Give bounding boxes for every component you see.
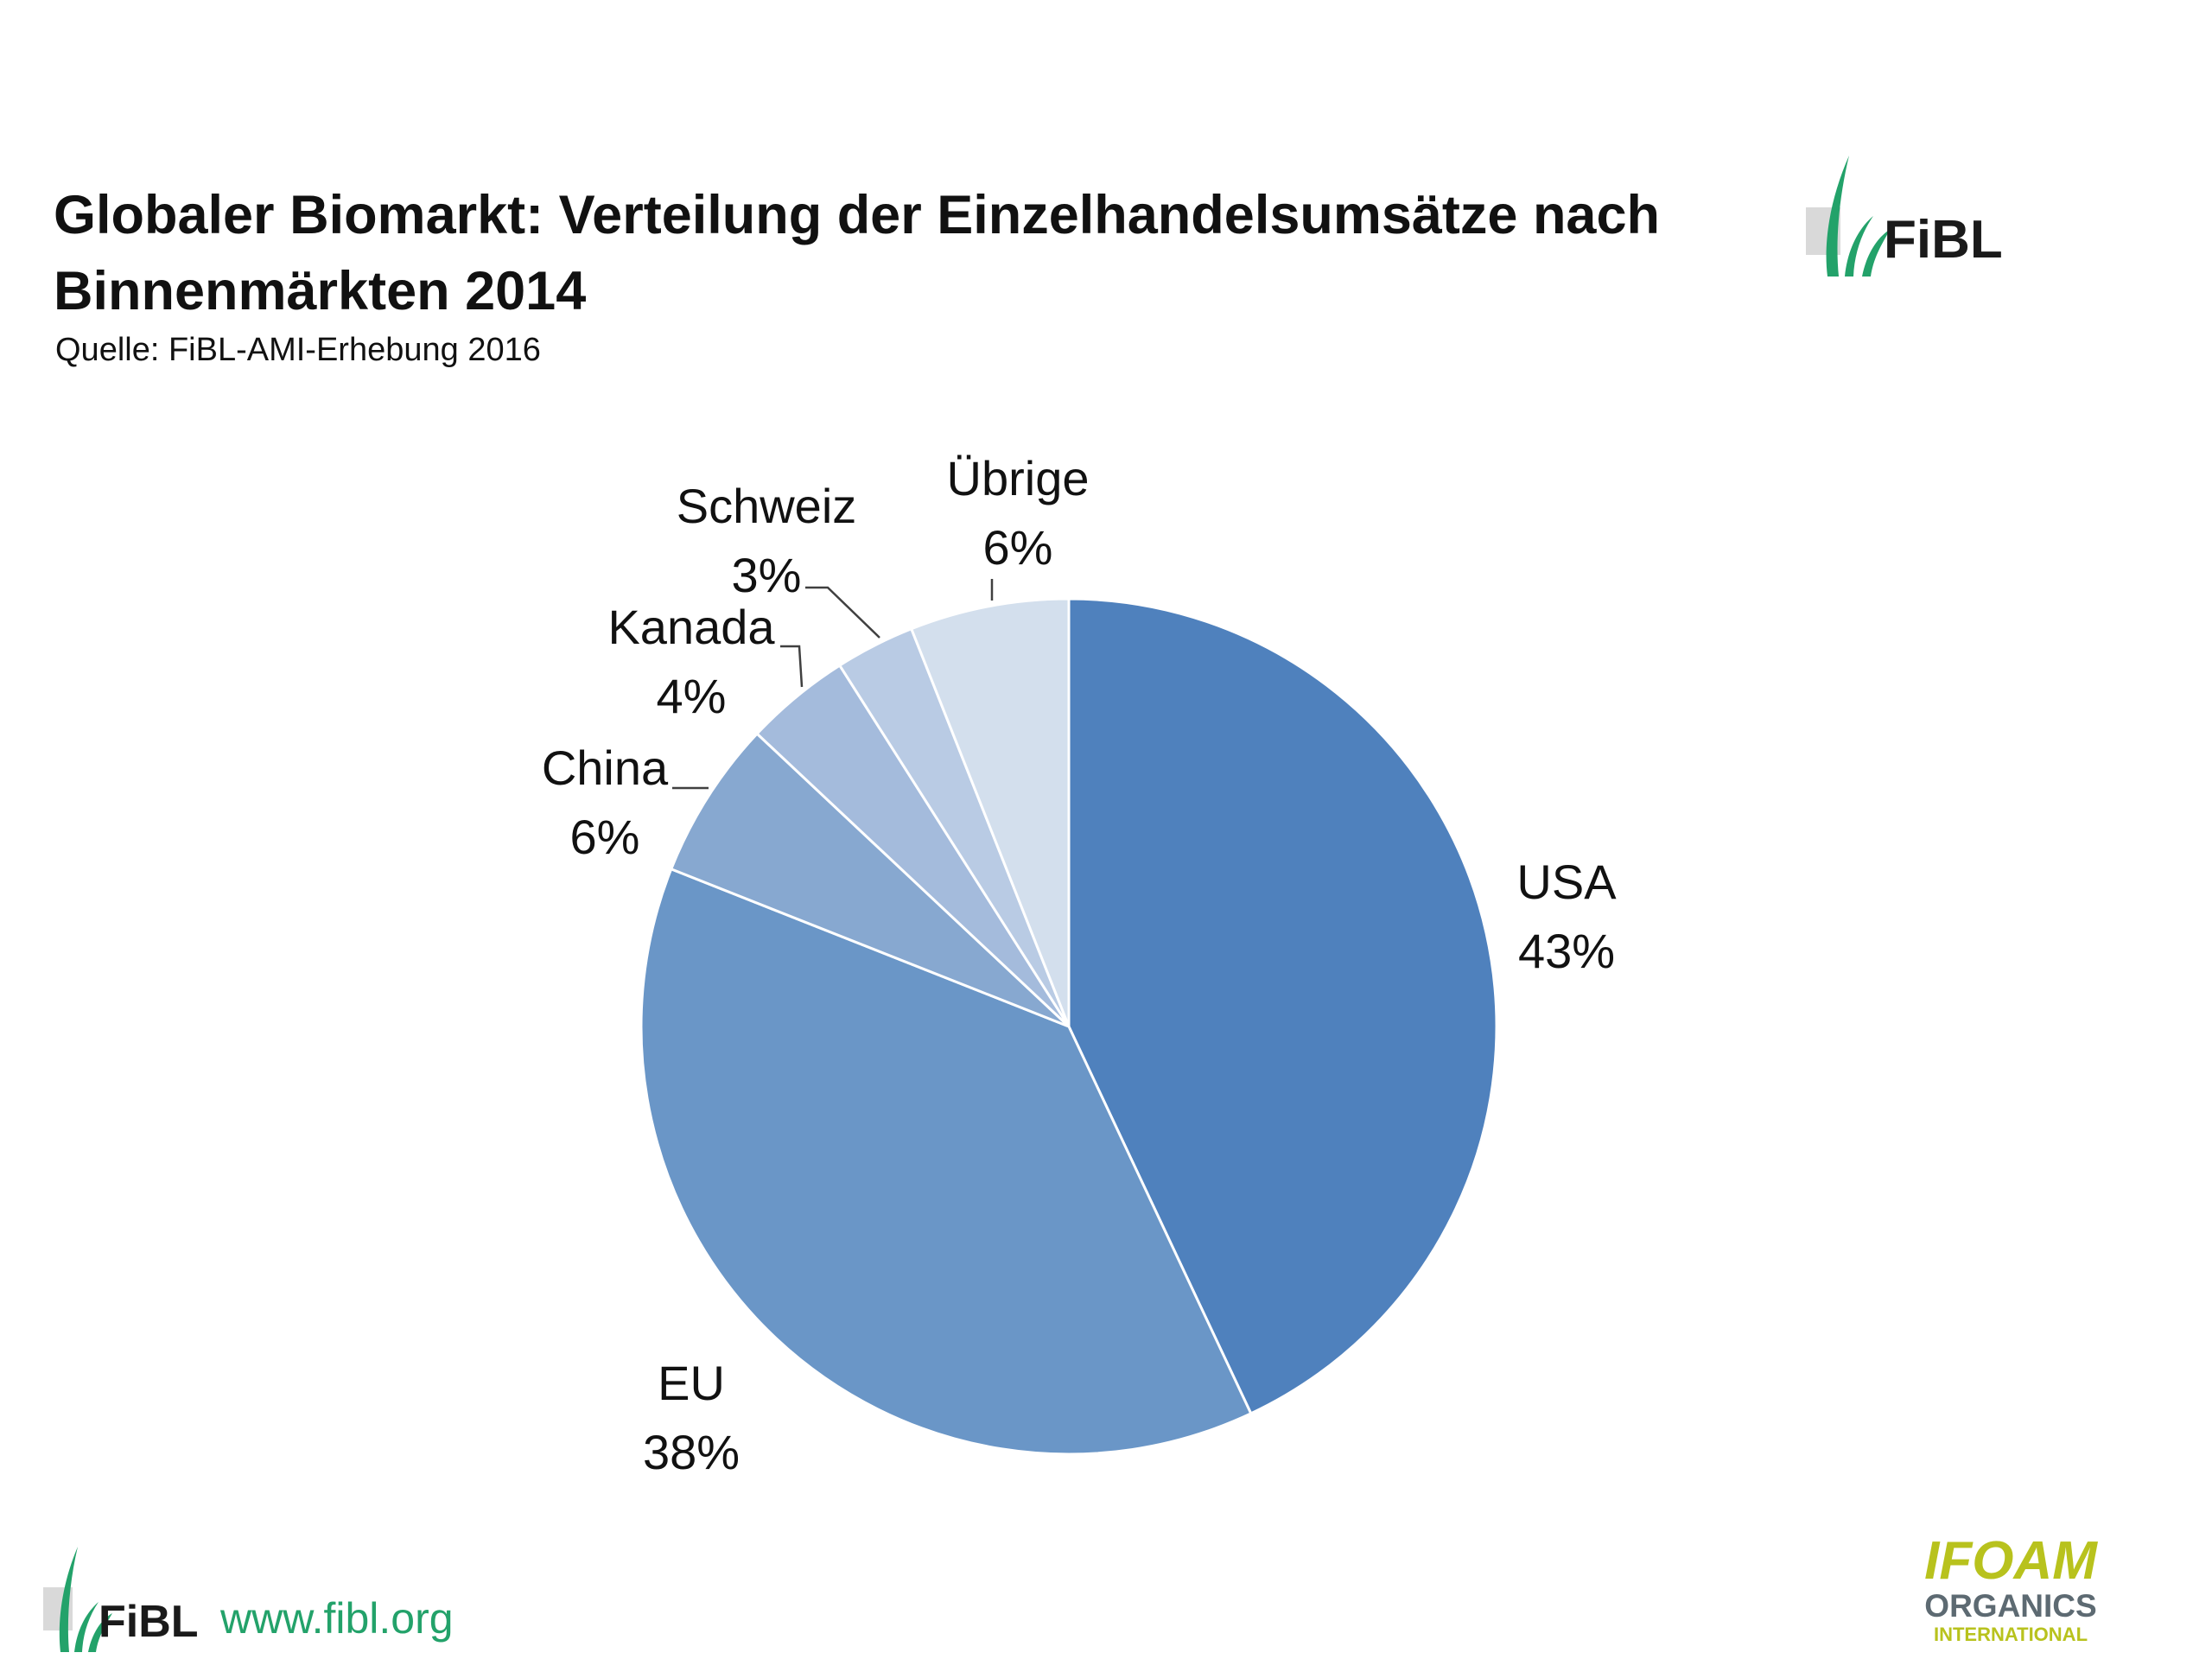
ifoam-organics-logo: IFOAM ORGANICS INTERNATIONAL <box>1924 1534 2098 1645</box>
slice-name-label: China <box>542 741 669 795</box>
slice-name-label: Schweiz <box>677 479 857 533</box>
slice-name-label: Kanada <box>607 600 775 654</box>
slice-name-label: EU <box>658 1356 725 1410</box>
pie-slice-eu <box>639 867 1253 1456</box>
chart-title: Globaler Biomarkt: Verteilung der Einzel… <box>54 185 1660 321</box>
fibl-footer-logo: FiBL <box>43 1547 199 1652</box>
slice-name-label: USA <box>1516 855 1617 909</box>
international-logo-text: INTERNATIONAL <box>1934 1624 2088 1645</box>
slice-percent-label: 4% <box>657 669 727 723</box>
organics-logo-text: ORGANICS <box>1924 1588 2096 1624</box>
slice-percent-label: 6% <box>570 810 640 864</box>
slice-percent-label: 6% <box>983 520 1053 575</box>
slice-labels: USA 43% EU 38% China 6% Kanada 4% Schweiz 3% Übrig… <box>542 451 1617 1479</box>
ifoam-logo-text: IFOAM <box>1924 1534 2098 1591</box>
pie-slices <box>639 597 1498 1456</box>
fibl-logo-text: FiBL <box>1884 210 2003 270</box>
slice-percent-label: 43% <box>1518 924 1615 978</box>
slice-percent-label: 3% <box>732 548 802 602</box>
source-note: Quelle: FiBL-AMI-Erhebung 2016 <box>55 332 541 368</box>
leader-line <box>805 586 880 639</box>
fibl-footer-logo-text: FiBL <box>99 1597 199 1647</box>
pie-slice-übrige <box>909 597 1071 1027</box>
leader-lines <box>672 579 994 790</box>
pie-slice-china <box>669 732 1071 1028</box>
fibl-logo: FiBL <box>1806 156 2003 276</box>
leader-line <box>780 645 804 688</box>
slice-name-label: Übrige <box>947 451 1090 505</box>
website-link[interactable]: www.fibl.org <box>220 1594 454 1643</box>
pie-slice-usa <box>1067 597 1498 1415</box>
slice-percent-label: 38% <box>643 1425 740 1479</box>
